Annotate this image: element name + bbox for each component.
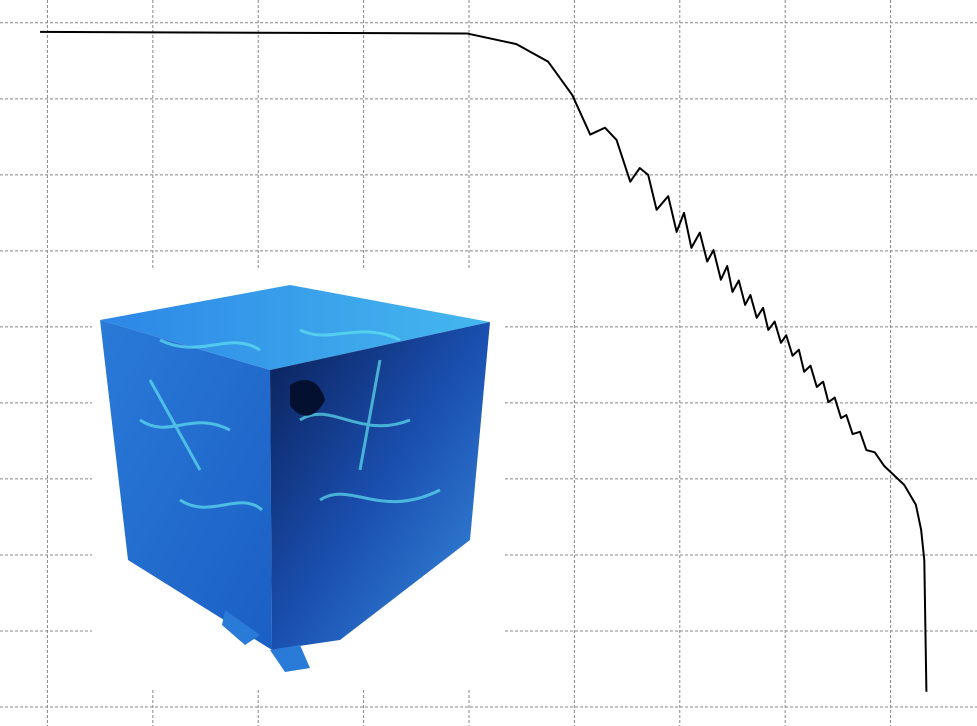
- cube-left: [100, 320, 272, 650]
- inset-image: [92, 268, 504, 690]
- cube-dark-spot: [290, 380, 325, 416]
- cube-top: [100, 285, 490, 370]
- cube-right: [270, 322, 490, 650]
- cube-cracks: [139, 328, 441, 512]
- data-line: [40, 30, 928, 692]
- cube-fragment: [222, 610, 260, 645]
- cube-fragment: [270, 645, 310, 672]
- plot: [40, 30, 928, 692]
